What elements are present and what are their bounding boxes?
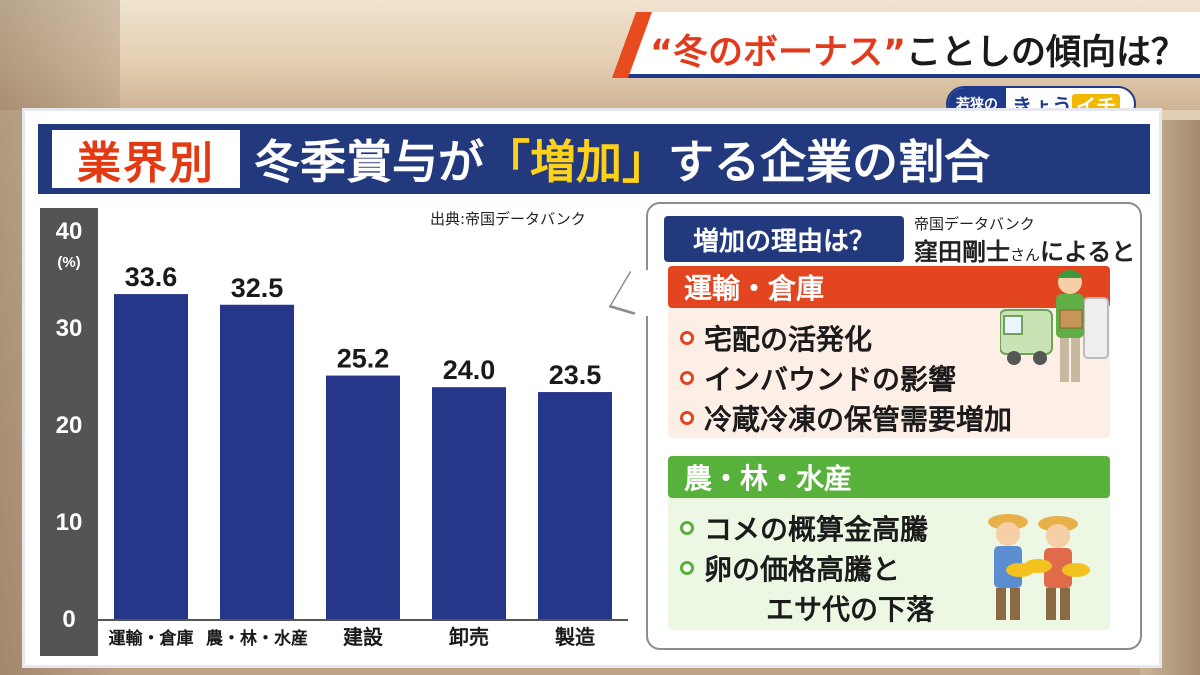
y-tick-label: 0 <box>62 606 76 633</box>
bar <box>432 387 506 620</box>
farmers-illustration <box>988 514 1090 620</box>
bullet-text: 卵の価格高騰と <box>704 553 901 586</box>
topic-quote-word: 冬のボーナス <box>673 33 884 73</box>
x-category-label: 運輸・倉庫 <box>109 628 194 649</box>
title-pre: 冬季賞与が <box>254 135 484 189</box>
bar <box>326 375 400 620</box>
x-category-label: 製造 <box>555 625 596 649</box>
reasons-question: 増加の理由は？ <box>664 216 904 262</box>
bar-value-label: 23.5 <box>549 360 602 390</box>
chart-y-axis <box>40 208 98 656</box>
topic-banner <box>612 12 1200 78</box>
title-tag: 業界別 <box>52 130 240 189</box>
topic-quote-open: “ <box>650 33 674 73</box>
section-transport-bullet: 宅配の活発化 <box>680 318 872 358</box>
x-category-label: 農・林・水産 <box>206 628 308 649</box>
bullet-text: インバウンドの影響 <box>704 363 957 396</box>
bullet-text: 宅配の活発化 <box>704 323 873 356</box>
y-tick-label: 40 <box>55 218 83 245</box>
bullet-text: コメの概算金高騰 <box>704 513 929 546</box>
bullet-dot-icon <box>680 371 694 385</box>
y-tick-label: 20 <box>55 412 83 439</box>
topic-rest: ことしの傾向は？ <box>906 33 1187 73</box>
attribution-org: 帝国データバンク <box>914 215 1035 233</box>
section-agri-bullet: コメの概算金高騰 <box>680 508 928 548</box>
bar <box>538 392 612 620</box>
section-agri-bullet: 卵の価格高騰と <box>680 548 900 588</box>
topic-quote-close: ” <box>883 33 907 73</box>
section-transport-bullet: 冷蔵冷凍の保管需要増加 <box>680 398 1012 438</box>
x-category-label: 建設 <box>343 625 384 649</box>
bullet-dot-icon <box>680 521 694 535</box>
title-highlight: 「増加」 <box>484 135 668 189</box>
title-post: する企業の割合 <box>668 135 990 189</box>
bullet-dot-icon <box>680 411 694 425</box>
section-agri-heading: 農・林・水産 <box>668 456 1110 498</box>
attribution-person: 窪田剛士 <box>914 238 1010 266</box>
bar-value-label: 32.5 <box>231 273 284 303</box>
section-transport-bullet: インバウンドの影響 <box>680 358 956 398</box>
section-agri-bullet-continued: エサ代の下落 <box>766 588 934 628</box>
delivery-worker-illustration <box>1000 270 1109 382</box>
bullet-dot-icon <box>680 331 694 345</box>
attribution-name: 窪田剛士さんによると <box>914 232 1135 267</box>
chart-source: 出典:帝国データバンク <box>430 210 586 228</box>
y-tick-label: 10 <box>55 509 83 536</box>
attribution-tail: によると <box>1040 238 1136 266</box>
section-transport-heading: 運輸・倉庫 <box>668 266 1110 308</box>
bullet-text: エサ代の下落 <box>766 593 935 626</box>
topic-text: “冬のボーナス”ことしの傾向は？ <box>650 24 1186 73</box>
bar-value-label: 33.6 <box>125 262 178 292</box>
bar-value-label: 25.2 <box>337 344 390 374</box>
bar <box>220 304 294 620</box>
x-category-label: 卸売 <box>449 625 489 649</box>
y-tick-label: 30 <box>55 315 83 342</box>
bullet-text: 冷蔵冷凍の保管需要増加 <box>704 403 1013 436</box>
bar <box>114 294 188 620</box>
y-axis-unit: (%) <box>57 254 81 271</box>
bar-value-label: 24.0 <box>443 355 496 385</box>
attribution-honorific: さん <box>1010 246 1041 264</box>
panel-pointer-cover <box>644 270 656 316</box>
page-title: 冬季賞与が 「増加」 する企業の割合 <box>254 126 1144 192</box>
bullet-dot-icon <box>680 561 694 575</box>
